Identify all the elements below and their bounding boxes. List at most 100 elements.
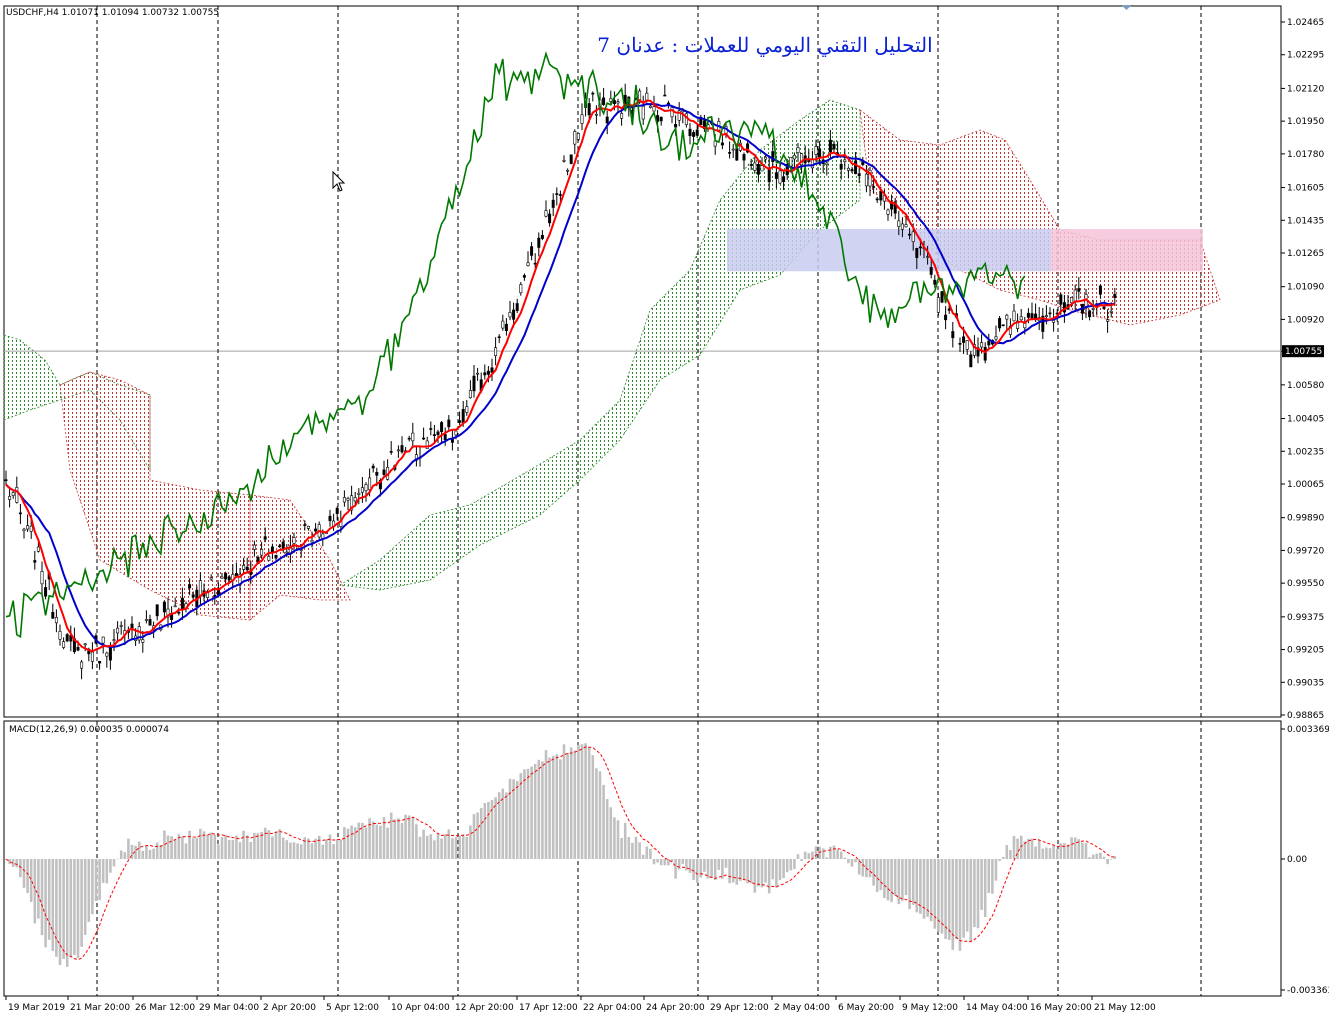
candle (1102, 305, 1106, 310)
scroll-marker-icon[interactable] (1121, 5, 1132, 10)
macd-bar (555, 754, 559, 859)
candle (735, 147, 739, 161)
macd-bar (1070, 837, 1073, 859)
macd-bar (829, 846, 832, 859)
macd-bar (800, 859, 803, 862)
macd-bar (1012, 836, 1016, 859)
candle (440, 420, 444, 442)
macd-bar (188, 830, 191, 859)
macd-bar (969, 859, 973, 943)
macd-bar (670, 859, 674, 863)
candle (746, 141, 750, 154)
candle (411, 422, 415, 449)
y-tick-label: 1.01605 (1287, 184, 1324, 194)
candle (1041, 307, 1045, 339)
macd-bar (256, 833, 260, 859)
candle (987, 333, 991, 350)
candle (436, 429, 440, 444)
macd-bar (123, 852, 127, 859)
candle (540, 230, 544, 241)
macd-bar (285, 840, 289, 859)
candle (260, 541, 264, 559)
macd-bar (937, 859, 940, 932)
macd-bar (15, 859, 19, 868)
candle (908, 227, 912, 240)
candle (18, 503, 22, 525)
macd-bar (80, 859, 83, 947)
candle (328, 509, 332, 527)
candle (1048, 307, 1052, 318)
candle (4, 470, 8, 486)
macd-bar (911, 859, 915, 905)
candle (58, 624, 62, 646)
macd-bar (253, 832, 256, 859)
macd-bar (706, 859, 710, 879)
macd-bar (994, 859, 998, 881)
macd-bar (1030, 838, 1034, 859)
y-tick-label: 0.99890 (1287, 514, 1324, 524)
candle (303, 520, 307, 531)
candle (11, 489, 15, 499)
y-tick-label: 0.99205 (1287, 646, 1324, 656)
macd-bar (206, 835, 209, 859)
macd-bar (656, 859, 659, 863)
macd-bar (901, 859, 904, 901)
macd-bar (195, 837, 199, 859)
macd-bar (217, 844, 220, 859)
macd-bar (1009, 849, 1012, 859)
macd-bar (325, 839, 328, 859)
macd-bar (1041, 848, 1045, 859)
y-tick-label: 1.01435 (1287, 216, 1324, 226)
macd-bar (710, 859, 713, 879)
macd-bar (796, 854, 800, 859)
macd-bar (235, 835, 238, 859)
candle (544, 200, 548, 218)
x-tick-label: 26 Mar 12:00 (135, 1003, 195, 1013)
macd-bar (166, 835, 170, 859)
macd-bar (602, 784, 605, 859)
candle (224, 571, 228, 584)
macd-bar (681, 859, 685, 864)
candle (166, 597, 170, 628)
candle (843, 148, 847, 170)
macd-bar (904, 859, 908, 896)
x-tick-label: 2 Apr 20:00 (263, 1003, 316, 1013)
candle (432, 424, 436, 444)
macd-bar (1048, 848, 1052, 859)
macd-bar (692, 859, 695, 880)
macd-bar (631, 842, 634, 859)
mouse-cursor-icon (332, 170, 346, 192)
macd-bar (843, 857, 847, 859)
candle (566, 168, 570, 176)
macd-bar (76, 859, 80, 958)
candle (364, 482, 368, 502)
macd-bar (1084, 843, 1088, 859)
macd-bar (260, 831, 263, 859)
candle (137, 621, 141, 644)
macd-bar (1088, 857, 1091, 859)
kijun-line (5, 102, 1115, 649)
macd-bar (508, 778, 512, 859)
candle (576, 133, 580, 141)
macd-bar (433, 840, 436, 859)
macd-bar (915, 859, 919, 913)
macd-header: MACD(12,26,9) 0.000035 0.000074 (9, 725, 169, 735)
chikou-line (5, 50, 1026, 639)
axes: 1.02465 1.02295 1.02120 1.01950 1.01780 1.016… (5, 18, 1329, 1013)
macd-bar (159, 845, 163, 859)
macd-bar (87, 859, 91, 922)
candle (335, 506, 339, 521)
macd-bar (767, 859, 771, 894)
macd-bar (814, 846, 818, 859)
candle (44, 579, 48, 600)
macd-bar (983, 859, 987, 918)
macd-bar (105, 859, 109, 884)
candle (209, 574, 213, 581)
candle (490, 358, 494, 381)
macd-bar (109, 859, 112, 873)
macd-bar (213, 834, 217, 859)
x-tick-label: 17 Apr 12:00 (519, 1003, 578, 1013)
candle (267, 549, 271, 561)
macd-bar (343, 827, 346, 859)
